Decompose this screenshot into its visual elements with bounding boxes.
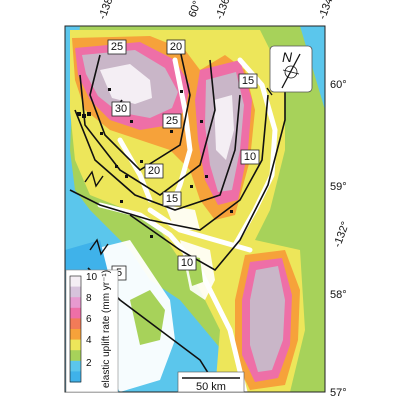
contour-label-25-top: 25 [107, 39, 127, 55]
gps-station [77, 112, 81, 116]
north-arrow-box [269, 45, 313, 93]
north-arrow-shaft [281, 53, 301, 89]
latitude-tick-label: 60° [330, 79, 347, 91]
colorbar-segment [70, 350, 81, 362]
colorbar-segment [70, 297, 81, 309]
contour-value: 10 [244, 151, 256, 163]
contours [69, 49, 286, 393]
latitude-tick-label: 59° [330, 181, 347, 193]
contour-label-20-mid: 20 [144, 163, 164, 179]
contour-value: 25 [111, 41, 123, 53]
contour-label-15-mid: 15 [162, 191, 182, 207]
gps-station [200, 120, 203, 123]
contour-label-15-top: 15 [238, 73, 258, 89]
gps-station [100, 132, 103, 135]
gps-station [150, 235, 153, 238]
contour-line [69, 94, 269, 231]
colorbar-title: elastic uplift rate (mm yr⁻¹) [101, 270, 112, 388]
water-patch-3 [165, 205, 200, 230]
contour-line [79, 59, 216, 196]
scale-bar-label: 50 km [196, 381, 226, 393]
colorbar-tick-label: 8 [86, 293, 92, 304]
longitude-tick-label-right: -132° [332, 220, 352, 249]
contour-line [74, 94, 241, 211]
colorbar-segment [70, 371, 81, 383]
colorbar-segment [70, 339, 81, 351]
gps-station [87, 112, 91, 116]
gps-station [230, 210, 233, 213]
contour-value: 20 [148, 165, 160, 177]
contour-value: 15 [166, 193, 178, 205]
contour-value: 20 [170, 41, 182, 53]
contour-value: 25 [166, 115, 178, 127]
colorbar-segment [70, 318, 81, 330]
ice-core-east [214, 95, 234, 160]
fjord-glacier-bay [117, 137, 153, 203]
colorbar-segment [70, 276, 81, 288]
contour-label-10-east: 10 [240, 149, 260, 165]
fault-line [266, 87, 273, 96]
colorbar-tick-label: 10 [86, 272, 98, 283]
contour-value: 10 [181, 257, 193, 269]
colorbar-segment [70, 307, 81, 319]
contour-value: 5 [116, 267, 122, 279]
axis-labels: -138° 60° -136° -134° 60° 59° 58° 57° -1… [97, 0, 352, 399]
colorbar-tick-label: 6 [86, 314, 92, 325]
latitude-tick-label: 58° [330, 289, 347, 301]
contour-value: 30 [115, 103, 127, 115]
gps-station [120, 200, 123, 203]
gps-station [140, 160, 143, 163]
contour-label-10-south: 10 [177, 255, 197, 271]
longitude-tick-label: -138° [97, 0, 117, 21]
contour-label-20-top: 20 [166, 39, 186, 55]
scale-bar: 50 km [177, 371, 245, 393]
longitude-tick-label: 60° [187, 0, 204, 19]
contour-label-25-mid: 25 [162, 113, 182, 129]
colorbar-segment [70, 360, 81, 372]
colorbar-frame [69, 275, 82, 383]
north-arrow-cross [282, 69, 300, 75]
gps-station [125, 175, 128, 178]
gps-station [205, 175, 208, 178]
land-high-core-south [250, 266, 285, 372]
colorbar-segment [70, 286, 81, 298]
gps-station [190, 185, 193, 188]
colorbar-tick-label: 2 [86, 358, 92, 369]
scale-bar-box [177, 371, 245, 393]
north-label: N [282, 49, 293, 65]
fault-line [89, 238, 109, 256]
fjord-chatham [147, 207, 253, 253]
ice-core-north [100, 64, 152, 104]
gps-station [130, 120, 133, 123]
longitude-tick-label: -136° [214, 0, 234, 21]
contour-line [89, 49, 191, 172]
colorbar-tick-label: 4 [86, 335, 92, 346]
gps-station [108, 88, 111, 91]
fault-line [84, 170, 104, 188]
gps-station [180, 90, 183, 93]
contour-label-30: 30 [111, 101, 131, 117]
north-arrow: N [269, 45, 313, 93]
contour-value: 15 [242, 75, 254, 87]
colorbar-legend: 10 8 6 4 2 elastic uplift rate (mm yr⁻¹) [65, 269, 119, 393]
north-arrow-compass [284, 65, 298, 79]
longitude-tick-label: -134° [317, 0, 337, 21]
colorbar-ramp [70, 276, 81, 383]
latitude-tick-label: 57° [330, 387, 347, 399]
island-1 [130, 290, 165, 345]
gps-station [170, 130, 173, 133]
contour-labels: 25 20 15 30 25 20 [107, 39, 260, 281]
fault-lines [84, 87, 273, 256]
colorbar-segment [70, 329, 81, 341]
contour-line [129, 90, 286, 272]
